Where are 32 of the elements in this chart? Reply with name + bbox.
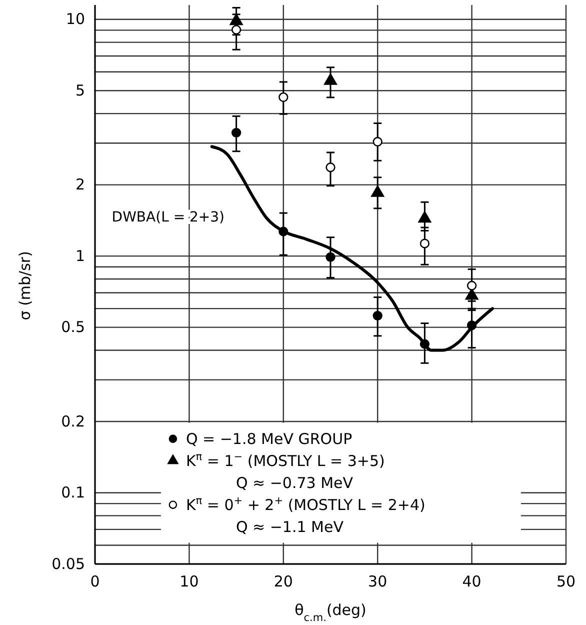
y-tick-label: 1 [75,246,85,265]
point [324,73,338,85]
point [420,238,430,248]
x-tick-label: 40 [462,572,482,591]
y-axis-title: σ (mb/sr) [16,251,34,320]
x-tick-label: 10 [180,572,199,591]
point [326,162,336,172]
point [371,185,384,197]
y-tick-label: 0.1 [61,484,85,502]
x-tick-label: 50 [556,572,576,591]
y-tick-label: 2 [75,176,85,194]
legend-label: K$^{π}$ = 0$^{+}$ + 2$^{+}$ (MOSTLY L = 2+4) Q ≈ −1.1 MeV [186,494,426,536]
y-tick-label: 5 [75,81,85,100]
x-tick-label: 20 [274,572,293,591]
y-tick-label: 0.5 [61,318,85,336]
x-tick-label: 30 [368,572,388,591]
x-tick-label: 0 [90,572,100,591]
y-tick-label: 10 [66,10,85,28]
point [231,128,242,138]
text: DWBA(L = 2+3) [112,210,225,226]
point [466,280,477,290]
legend-label: K$^{π}$ = 1$^{−}$ (MOSTLY L = 3+5) Q ≈ −0.73 MeV [186,450,385,492]
point [326,252,336,262]
point [418,211,432,223]
x-axis-title: θ$_{c.m.}$(deg) [294,601,366,624]
y-tick-label: 0.2 [61,412,85,430]
y-tick-label: 0.05 [52,554,85,573]
point [372,310,382,320]
point [278,92,288,102]
point [372,136,382,147]
point [231,24,242,35]
legend-label: Q = −1.8 MeV GROUP [186,430,352,448]
